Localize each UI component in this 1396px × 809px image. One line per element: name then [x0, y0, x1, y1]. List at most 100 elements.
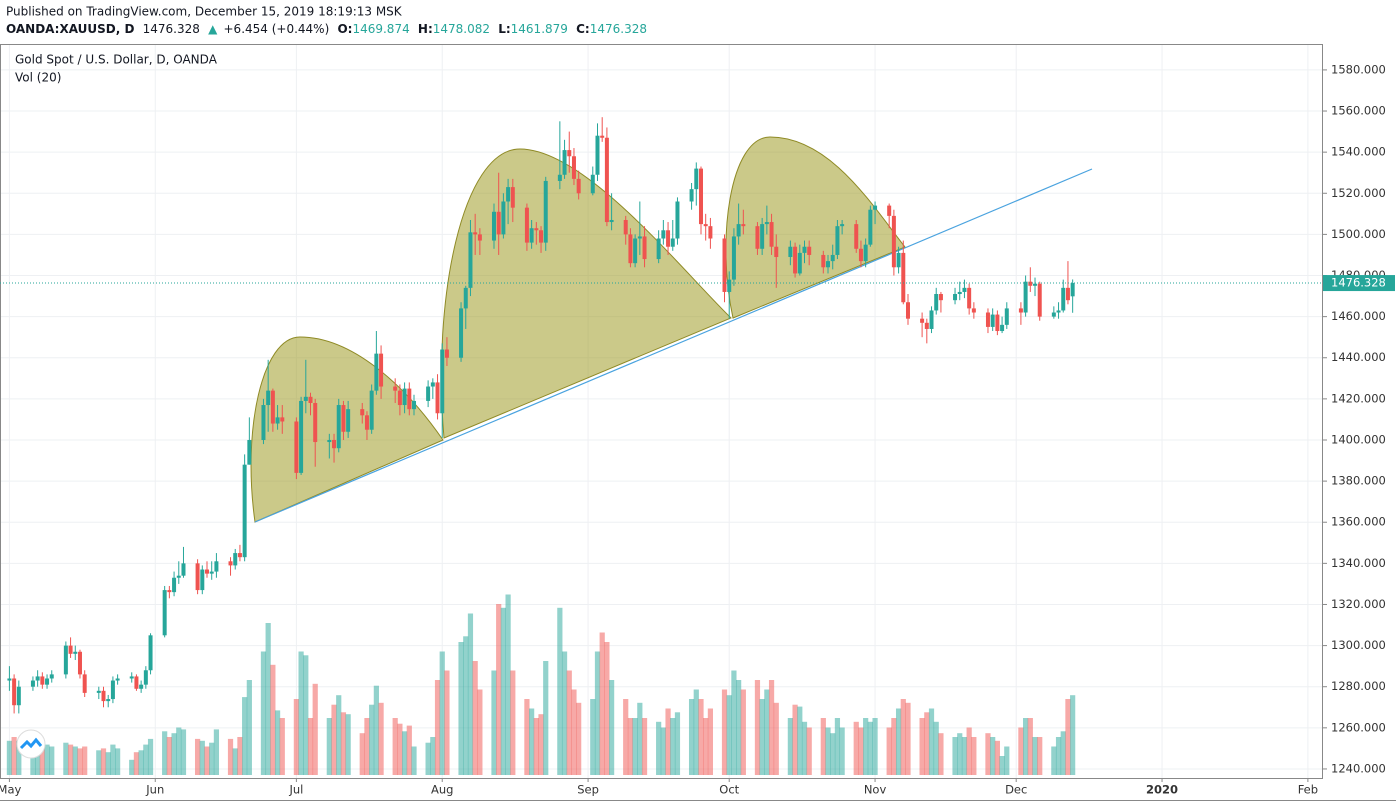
candle-body	[953, 294, 958, 301]
candle-body	[129, 676, 134, 679]
volume-bar	[787, 718, 793, 775]
candle-body	[934, 294, 939, 311]
volume-bar	[16, 740, 22, 775]
volume-bar	[1070, 695, 1076, 775]
candle-body	[341, 405, 346, 432]
candle-body	[628, 234, 633, 264]
candle-body	[463, 287, 468, 309]
volume-bar	[425, 742, 431, 775]
volume-bar	[444, 670, 450, 775]
candle-body	[736, 224, 741, 237]
candle-body	[797, 252, 802, 274]
candle-body	[529, 228, 534, 243]
candle-body	[468, 232, 473, 288]
volume-bar	[1060, 731, 1066, 775]
candle-body	[280, 417, 285, 422]
volume-bar	[863, 718, 869, 775]
volume-bar	[900, 699, 906, 775]
volume-bar	[242, 697, 248, 775]
volume-bar	[246, 680, 252, 775]
candle-body	[698, 168, 703, 225]
last-price-box	[1323, 275, 1395, 292]
y-tick-label: 1340.000	[1331, 556, 1386, 570]
pattern-shape	[440, 148, 732, 439]
volume-bar	[693, 689, 699, 775]
volume-bar	[698, 699, 704, 775]
candle-body	[73, 651, 78, 654]
candle-body	[332, 439, 337, 449]
chart-title: Gold Spot / U.S. Dollar, D, OANDA	[15, 53, 218, 67]
candle-body	[957, 291, 962, 295]
candle-body	[266, 390, 271, 406]
y-tick-label: 1280.000	[1331, 679, 1386, 693]
candle-body	[16, 686, 21, 706]
candle-body	[327, 439, 332, 443]
volume-bar	[270, 664, 276, 775]
candle-body	[807, 246, 812, 255]
candle-body	[1065, 287, 1070, 301]
candle-body	[275, 417, 280, 424]
y-tick-label: 1540.000	[1331, 145, 1386, 159]
candle-body	[755, 226, 760, 249]
candle-body	[642, 236, 647, 260]
volume-bar	[985, 733, 991, 775]
candle-body	[7, 678, 12, 681]
candle-body	[722, 238, 727, 292]
volume-bar	[364, 718, 370, 775]
candle-body	[887, 205, 892, 216]
candle-body	[557, 174, 562, 181]
candle-body	[901, 252, 906, 303]
candle-body	[110, 680, 115, 700]
volume-bar	[933, 721, 939, 775]
volume-bar	[886, 727, 892, 775]
candle-body	[139, 684, 144, 689]
candle-body	[360, 409, 365, 416]
last: 1476.328	[143, 22, 200, 36]
candle-body	[233, 553, 238, 566]
candle-body	[769, 222, 774, 247]
volume-bar	[340, 712, 347, 775]
volume-bar	[312, 683, 318, 775]
candle-body	[1004, 308, 1009, 325]
candle-body	[1070, 283, 1075, 297]
candle-body	[491, 211, 496, 241]
candle-body	[336, 405, 341, 449]
volume-bar	[138, 750, 144, 775]
volume-bar	[96, 750, 102, 775]
candle-body	[1037, 283, 1042, 317]
candle-body	[600, 135, 605, 138]
y-tick-label: 1420.000	[1331, 391, 1386, 405]
volume-bar	[999, 756, 1005, 775]
candle-body	[346, 409, 351, 432]
volume-bar	[1037, 737, 1043, 775]
volume-bar	[966, 727, 972, 775]
indicator-label: Vol (20)	[15, 71, 61, 85]
volume-bar	[1018, 727, 1024, 775]
candle-body	[45, 678, 50, 685]
volume-bar	[359, 733, 365, 775]
candle-body	[826, 261, 831, 268]
volume-bar	[401, 731, 408, 775]
candle-body	[40, 676, 45, 685]
candle-body	[181, 563, 186, 576]
candle-body	[891, 215, 896, 268]
candle-body	[840, 224, 845, 227]
volume-bar	[688, 699, 695, 775]
volume-bar	[307, 718, 314, 775]
candle-body	[854, 224, 859, 249]
candle-body	[364, 415, 369, 430]
volume-bar	[773, 702, 779, 775]
candle-body	[938, 294, 943, 301]
volume-bar	[105, 752, 111, 775]
volume-bar	[834, 718, 841, 775]
candle-body	[101, 690, 106, 702]
h-value: 1478.082	[433, 22, 490, 36]
candle-body	[242, 464, 247, 558]
volume-bar	[293, 699, 299, 775]
volume-bar	[77, 748, 83, 775]
volume-bar	[477, 689, 483, 775]
volume-bar	[665, 708, 671, 775]
y-tick-label: 1320.000	[1331, 597, 1386, 611]
volume-bar	[919, 718, 925, 775]
volume-bar	[467, 613, 474, 775]
